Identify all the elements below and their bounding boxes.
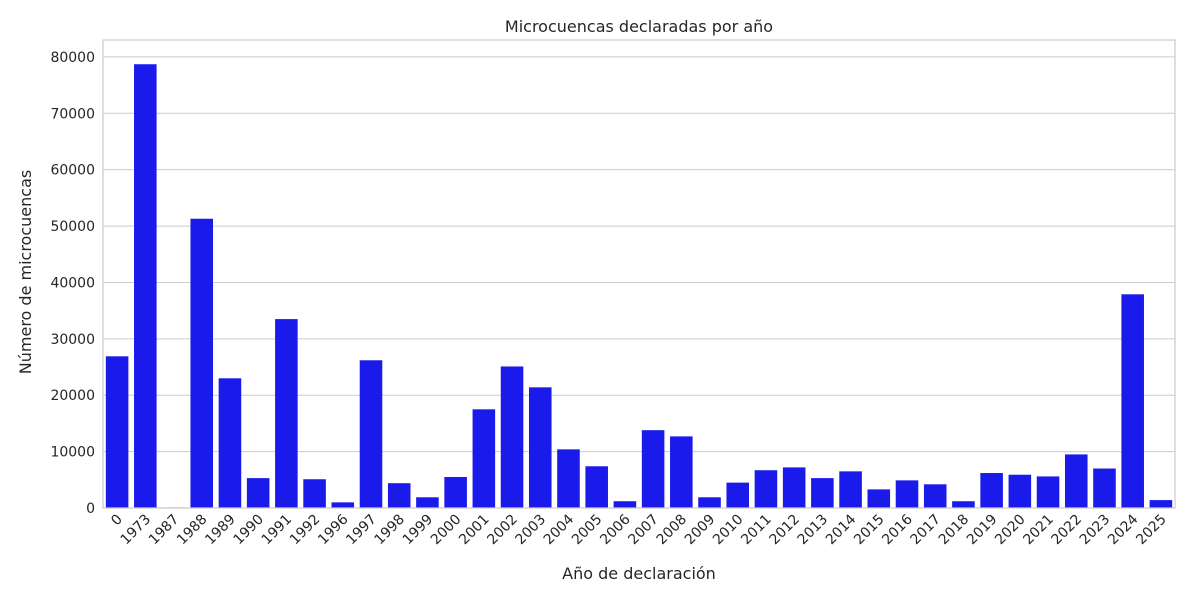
x-tick-label: 2022 [1049, 512, 1086, 549]
x-tick-label: 1987 [146, 512, 183, 549]
x-tick-label: 1991 [259, 512, 296, 549]
y-tick-label: 60000 [50, 163, 95, 179]
x-tick-label: 2005 [569, 512, 606, 549]
x-tick-label: 2016 [879, 511, 916, 548]
bar [134, 64, 157, 508]
x-tick-label: 2025 [1133, 512, 1170, 549]
bar [387, 483, 411, 508]
x-tick-label: 2013 [795, 512, 832, 549]
y-axis-title: Número de microcuencas [16, 170, 35, 374]
bar [444, 476, 467, 508]
bar [1093, 468, 1116, 508]
x-tick-label: 1992 [287, 512, 324, 549]
x-axis-title: Año de declaración [562, 564, 716, 583]
bar [811, 478, 834, 508]
x-tick-label: 2015 [851, 512, 888, 549]
x-tick-label: 2004 [541, 511, 578, 548]
bar [613, 501, 637, 508]
bar [275, 319, 298, 508]
bar [331, 502, 355, 508]
bar [246, 478, 270, 508]
x-tick-label: 2006 [597, 511, 634, 548]
x-tick-label: 2023 [1077, 512, 1114, 549]
bar [416, 497, 439, 508]
x-tick-label: 0 [108, 512, 126, 530]
bars [105, 64, 1173, 508]
x-tick-label: 2018 [936, 512, 973, 549]
bar [952, 501, 975, 508]
bar [782, 467, 806, 508]
x-tick-label: 1996 [315, 511, 352, 548]
x-tick-label: 2010 [710, 512, 747, 549]
bar [528, 387, 552, 508]
x-tick-label: 2000 [428, 512, 465, 549]
bar [303, 479, 326, 508]
x-tick-label: 1990 [230, 512, 267, 549]
gridlines [103, 56, 1175, 509]
y-tick-label: 30000 [50, 332, 95, 348]
x-tick-label: 2021 [1020, 512, 1057, 549]
x-tick-label: 1997 [343, 512, 380, 549]
x-tick-label: 2009 [682, 512, 719, 549]
x-tick-label: 1998 [372, 512, 409, 549]
bar [867, 489, 891, 508]
y-tick-label: 0 [86, 501, 95, 517]
chart-title: Microcuencas declaradas por año [505, 17, 773, 36]
x-tick-label: 2019 [964, 512, 1001, 549]
bar [218, 378, 242, 508]
y-tick-label: 40000 [50, 275, 95, 291]
y-tick-label: 20000 [50, 388, 95, 404]
x-tick-label: 1999 [400, 512, 437, 549]
bar [726, 482, 750, 508]
bar [1064, 454, 1088, 508]
bar [1149, 500, 1173, 508]
y-tick-label: 70000 [50, 106, 95, 122]
x-tick-label: 1973 [118, 512, 155, 549]
bar [980, 473, 1003, 508]
bar [1008, 474, 1032, 508]
x-tick-label: 2008 [654, 512, 691, 549]
bar [754, 470, 778, 508]
bar [105, 356, 129, 508]
bar [585, 466, 608, 508]
bar [698, 497, 721, 508]
x-tick-label: 2020 [992, 512, 1029, 549]
x-tick-label: 2014 [823, 511, 860, 548]
x-tick-label: 2001 [456, 512, 493, 549]
x-tick-label: 2024 [1105, 511, 1142, 548]
x-tick-label: 2012 [766, 512, 803, 549]
x-tick-label: 1989 [202, 512, 239, 549]
y-tick-label: 80000 [50, 50, 95, 66]
bar [500, 366, 524, 508]
y-tick-label: 50000 [50, 219, 95, 235]
x-tick-label: 2017 [908, 512, 945, 549]
y-tick-labels: 0 10000 20000 30000 40000 50000 60000 70000 8000… [50, 50, 95, 517]
bar [1121, 294, 1144, 508]
bar [641, 430, 665, 508]
bar [1036, 476, 1060, 508]
bar [359, 360, 383, 508]
x-tick-label: 1988 [174, 512, 211, 549]
bar [923, 484, 947, 508]
x-tick-label: 2003 [513, 512, 550, 549]
bar [472, 409, 496, 508]
bar [839, 471, 862, 508]
bar [190, 218, 214, 508]
bar [895, 480, 919, 508]
x-tick-label: 2002 [484, 512, 521, 549]
bar [670, 436, 693, 508]
plot-frame [102, 39, 1176, 509]
x-tick-label: 2011 [738, 512, 775, 549]
bar [557, 449, 580, 508]
x-tick-label: 2007 [625, 512, 662, 549]
y-tick-label: 10000 [50, 445, 95, 461]
x-tick-labels: 0197319871988198919901991199219961997199… [108, 511, 1169, 548]
